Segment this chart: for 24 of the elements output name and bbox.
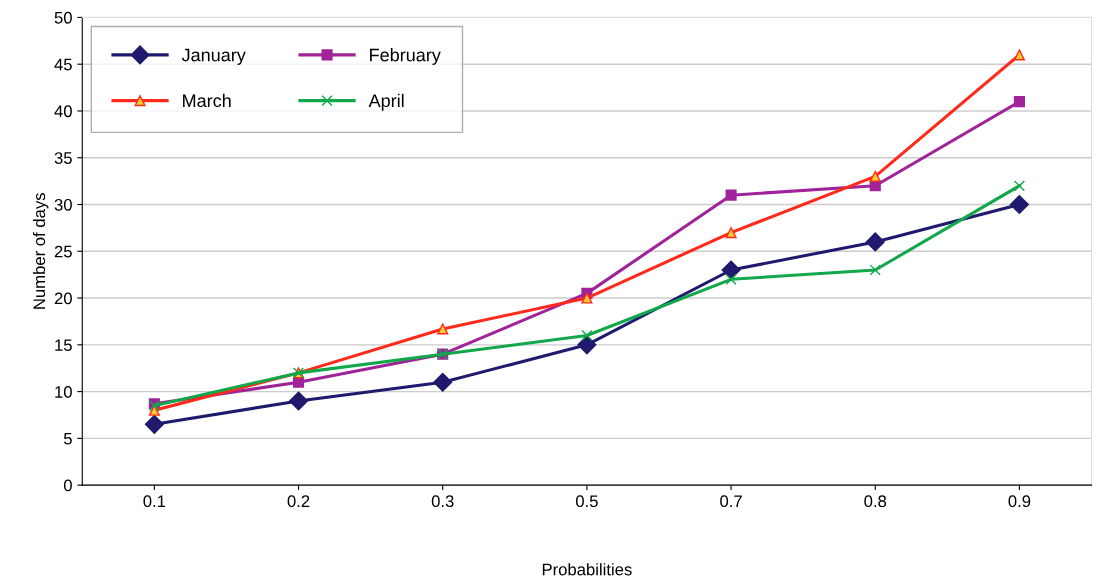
legend-label: March: [183, 93, 231, 108]
x-tick-label: 0.5: [575, 495, 598, 508]
y-tick-label: 0: [63, 479, 72, 492]
y-tick-label: 40: [54, 105, 72, 118]
x-tick-label: 0.2: [287, 495, 310, 508]
y-tick-label: 35: [54, 152, 72, 164]
y-tick-label: 30: [54, 198, 72, 211]
y-tick-label: 10: [55, 386, 72, 398]
x-axis-title: Probabilities: [542, 563, 632, 576]
x-tick-label: 0.7: [720, 495, 742, 508]
y-tick-label: 5: [63, 432, 72, 445]
legend-label: April: [368, 93, 404, 111]
y-tick-label: 45: [54, 58, 72, 71]
x-tick-label: 0.8: [864, 495, 887, 508]
legend-label: January: [181, 48, 246, 65]
x-tick-label: 0.9: [1008, 495, 1031, 508]
x-tick-label: 0.1: [143, 495, 166, 508]
y-axis-title: Number of days: [32, 193, 49, 309]
y-tick-label: 25: [54, 245, 72, 258]
legend-label: February: [370, 48, 441, 65]
y-tick-label: 15: [55, 339, 72, 352]
y-tick-label: 50: [54, 11, 72, 24]
y-tick-label: 20: [54, 292, 72, 305]
x-tick-label: 0.3: [431, 495, 454, 508]
